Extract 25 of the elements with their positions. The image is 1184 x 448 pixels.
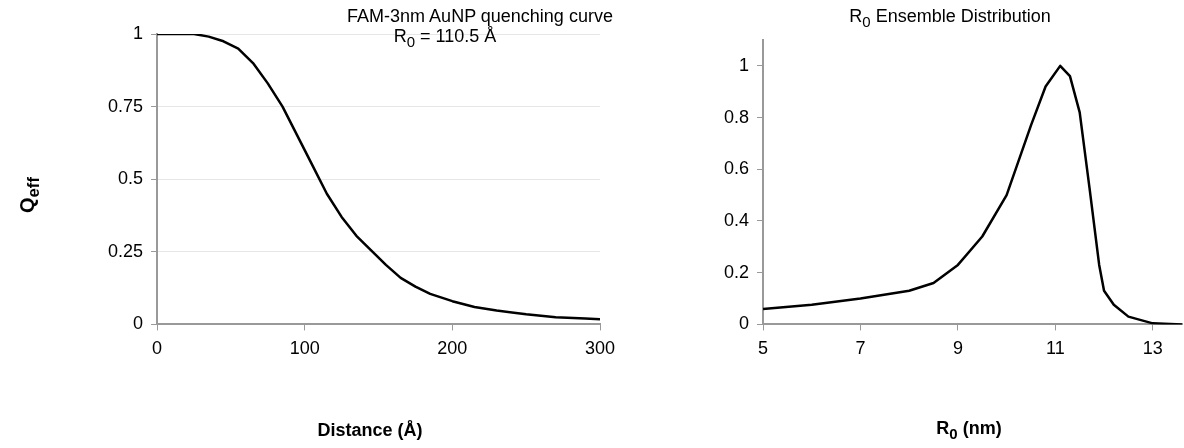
x-tick-label: 200 bbox=[437, 338, 468, 359]
y-tick-label: 1 bbox=[133, 22, 144, 43]
y-tick-label: 0.75 bbox=[107, 95, 144, 116]
x-axis-title: R$_{0}$ (nm) bbox=[936, 418, 1002, 442]
y-tick-label: 0 bbox=[133, 313, 144, 334]
y-tick-label: 1 bbox=[739, 54, 750, 75]
x-tick-label: 300 bbox=[584, 338, 616, 359]
x-tick-label: 11 bbox=[1045, 338, 1065, 359]
x-tick-label: 9 bbox=[952, 338, 963, 359]
y-tick-label: 0.8 bbox=[723, 106, 750, 127]
chart-title: R$_{0}$ Ensemble Distribution bbox=[849, 6, 1051, 30]
x-tick-label: 13 bbox=[1142, 338, 1163, 359]
y-tick-label: 0.6 bbox=[723, 158, 750, 179]
x-tick-label: 0 bbox=[152, 338, 163, 359]
x-tick-label: 7 bbox=[855, 338, 866, 359]
y-tick-label: 0.25 bbox=[107, 240, 144, 261]
y-tick-label: 0 bbox=[739, 313, 750, 334]
x-tick-label: 5 bbox=[758, 338, 769, 359]
chart-title: FAM-3nm AuNP quenching curve bbox=[347, 5, 613, 27]
y-tick-label: 0.4 bbox=[723, 209, 750, 230]
chart-subtitle: R$_{0}$ = 110.5 Å bbox=[393, 26, 497, 50]
x-axis-title: Distance (Å) bbox=[317, 419, 423, 441]
x-tick-label: 100 bbox=[289, 338, 320, 359]
y-tick-label: 0.2 bbox=[723, 261, 750, 282]
y-tick-label: 0.5 bbox=[118, 168, 144, 189]
